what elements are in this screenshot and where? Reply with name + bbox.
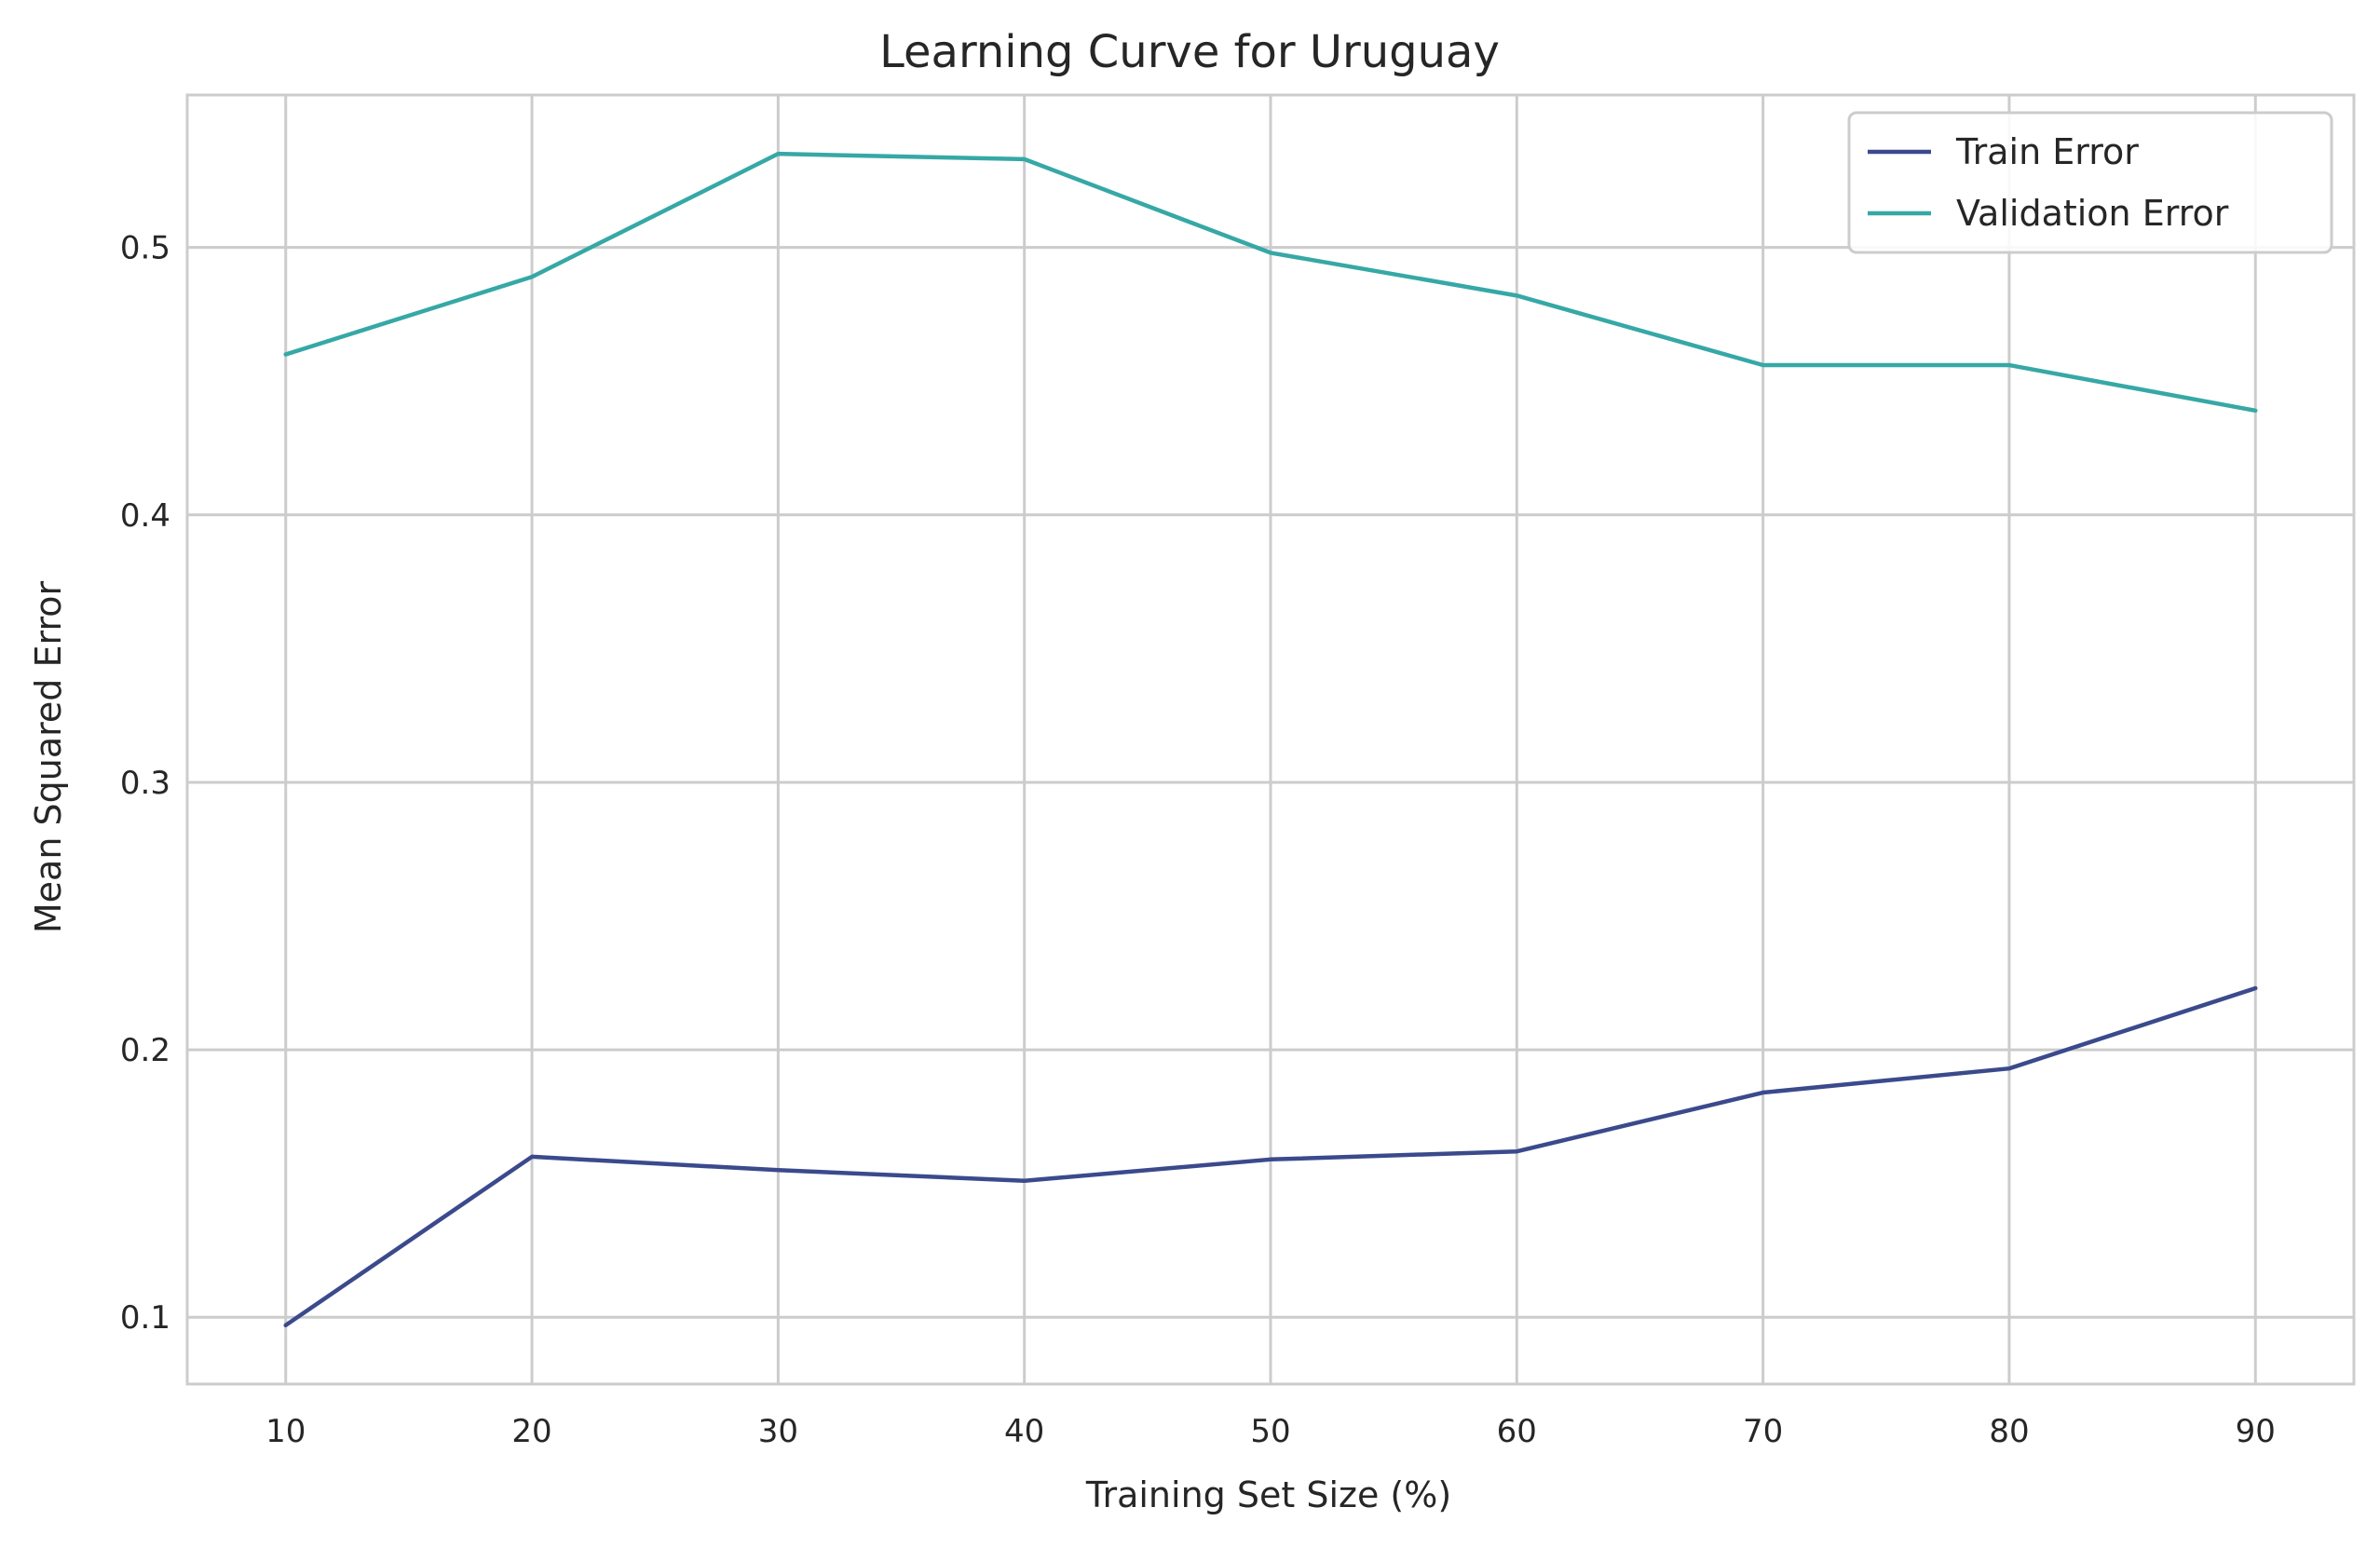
x-tick-label: 60 xyxy=(1497,1413,1537,1450)
legend: Train Error Validation Error xyxy=(1847,111,2333,254)
series-line-train-error xyxy=(283,985,2258,1328)
y-tick-label: 0.1 xyxy=(120,1299,170,1337)
chart-title: Learning Curve for Uruguay xyxy=(879,26,1500,78)
x-tick-label: 10 xyxy=(265,1413,306,1450)
x-tick-label: 80 xyxy=(1989,1413,2029,1450)
x-axis-label: Training Set Size (%) xyxy=(1085,1474,1451,1515)
y-tick-label: 0.3 xyxy=(120,765,170,802)
legend-box xyxy=(1847,111,2333,254)
series-layer xyxy=(283,151,2258,1328)
legend-label: Train Error xyxy=(1955,131,2139,172)
x-tick-label: 40 xyxy=(1004,1413,1044,1450)
legend-label: Validation Error xyxy=(1956,193,2229,234)
y-tick-label: 0.5 xyxy=(120,230,170,267)
x-tick-label: 90 xyxy=(2236,1413,2276,1450)
grid-lines xyxy=(187,95,2354,1384)
y-axis-label: Mean Squared Error xyxy=(28,581,69,934)
x-tick-label: 50 xyxy=(1250,1413,1290,1450)
y-tick-labels: 0.1 0.2 0.3 0.4 0.5 xyxy=(120,230,170,1338)
plot-frame xyxy=(185,93,2356,1386)
y-tick-label: 0.4 xyxy=(120,497,170,535)
x-tick-label: 30 xyxy=(758,1413,798,1450)
x-tick-label: 20 xyxy=(511,1413,551,1450)
series-line-validation-error xyxy=(283,151,2258,414)
y-tick-label: 0.2 xyxy=(120,1032,170,1069)
x-tick-label: 70 xyxy=(1743,1413,1783,1450)
x-tick-labels: 10 20 30 40 50 60 70 80 90 xyxy=(265,1413,2276,1450)
